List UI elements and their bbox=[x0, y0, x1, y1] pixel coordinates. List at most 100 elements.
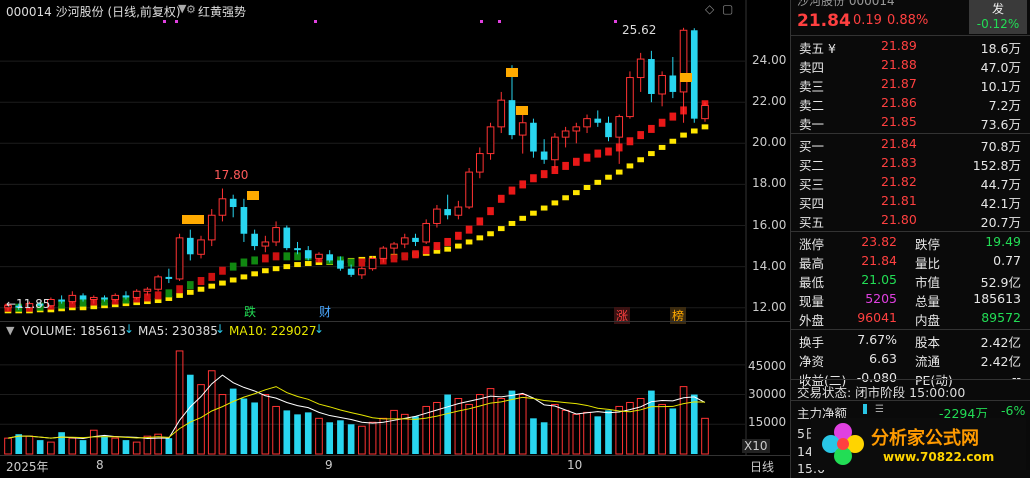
red-indicator-mark bbox=[283, 252, 291, 261]
stat-row: 最低 21.05 市值 52.9亿 bbox=[791, 271, 1030, 290]
chevron-down-icon[interactable]: ▼ bbox=[6, 324, 15, 337]
bid-row[interactable]: 买三 21.82 44.7万 bbox=[791, 173, 1030, 192]
stat-value: 2.42亿 bbox=[980, 335, 1021, 350]
candle-body bbox=[89, 296, 98, 301]
publish-button[interactable]: 发 -0.12% bbox=[969, 0, 1027, 34]
candle-body bbox=[486, 126, 495, 155]
stat-value: 6.63 bbox=[869, 351, 897, 366]
price-axis-tick: 16.00 bbox=[752, 217, 787, 232]
ask-row[interactable]: 卖五 ¥ 21.89 18.6万 bbox=[791, 37, 1030, 56]
stat-label: PE(动) bbox=[915, 373, 953, 388]
volume-bar bbox=[154, 433, 162, 455]
red-indicator-mark bbox=[176, 285, 183, 294]
bid-row[interactable]: 买二 21.83 152.8万 bbox=[791, 154, 1030, 173]
yellow-indicator-mark bbox=[101, 303, 108, 309]
chevron-down-icon[interactable]: ▼ bbox=[178, 2, 187, 15]
event-marker-rank[interactable]: 榜 bbox=[670, 307, 687, 324]
flower-logo bbox=[822, 423, 864, 465]
list-icon[interactable]: ☰ bbox=[875, 404, 884, 415]
candle-body bbox=[36, 303, 44, 306]
period-label[interactable]: 日线 bbox=[750, 460, 775, 474]
candle-body bbox=[101, 297, 108, 300]
watermark-url: www.70822.com bbox=[883, 450, 995, 464]
bid-price: 21.82 bbox=[881, 174, 917, 189]
bid-volume: 70.8万 bbox=[980, 139, 1021, 154]
red-indicator-mark bbox=[465, 225, 473, 234]
yellow-indicator-mark bbox=[572, 190, 580, 196]
candle-body bbox=[679, 29, 688, 93]
ask-price: 21.87 bbox=[881, 76, 917, 91]
red-indicator-mark bbox=[669, 112, 677, 121]
volume-bar bbox=[518, 394, 527, 455]
candle-body bbox=[540, 151, 548, 160]
yellow-indicator-mark bbox=[701, 124, 709, 130]
ask-label: 卖五 ¥ bbox=[799, 41, 836, 56]
bid-label: 买二 bbox=[799, 158, 825, 173]
ma5-value: MA5: 230385 bbox=[138, 324, 218, 338]
yellow-indicator-mark bbox=[615, 169, 623, 175]
x-axis-label: 2025年 bbox=[6, 460, 49, 474]
candle-body bbox=[111, 294, 120, 301]
yellow-indicator-mark bbox=[433, 248, 441, 254]
bid-row[interactable]: 买五 21.80 20.7万 bbox=[791, 211, 1030, 230]
candle-body bbox=[165, 276, 173, 279]
volume-bar bbox=[186, 374, 194, 454]
ask-price: 21.89 bbox=[881, 38, 917, 53]
bid-price: 21.80 bbox=[881, 212, 917, 227]
square-icon[interactable]: ▢ bbox=[722, 2, 734, 16]
volume-bar bbox=[400, 413, 409, 455]
red-indicator-mark bbox=[551, 166, 559, 175]
volume-value: VOLUME: 185613 bbox=[22, 324, 126, 338]
gear-icon[interactable]: ⚙ bbox=[186, 3, 196, 16]
stat-value: 21.84 bbox=[861, 253, 897, 268]
kline-chart-svg[interactable] bbox=[0, 0, 790, 478]
red-indicator-mark bbox=[165, 289, 173, 298]
candle-body bbox=[197, 239, 205, 255]
yellow-indicator-mark bbox=[530, 210, 537, 216]
yellow-indicator-mark bbox=[476, 235, 484, 241]
peak-price-label: 17.80 bbox=[214, 168, 249, 182]
stat-row: 换手 7.67% 股本 2.42亿 bbox=[791, 331, 1030, 350]
ask-row[interactable]: 卖三 21.87 10.1万 bbox=[791, 75, 1030, 94]
ask-row[interactable]: 卖一 21.85 73.6万 bbox=[791, 113, 1030, 132]
signal-dot bbox=[163, 20, 166, 23]
event-marker-rise[interactable]: 涨 bbox=[614, 307, 631, 324]
yellow-indicator-mark bbox=[497, 226, 505, 232]
bid-row[interactable]: 买一 21.84 70.8万 bbox=[791, 135, 1030, 154]
event-marker-finance[interactable]: 财 bbox=[319, 305, 332, 319]
candle-body bbox=[444, 209, 451, 216]
quote-panel: 沙河股份 000014 21.84 0.19 0.88% 发 -0.12% 卖五… bbox=[790, 0, 1030, 478]
event-marker-drop[interactable]: 跌 bbox=[244, 305, 257, 319]
yellow-indicator-mark bbox=[219, 280, 226, 286]
candle-body bbox=[626, 77, 634, 118]
red-indicator-mark bbox=[605, 147, 612, 156]
volume-bar bbox=[379, 417, 388, 455]
yellow-indicator-mark bbox=[262, 268, 269, 274]
yellow-indicator-mark bbox=[240, 274, 248, 280]
diamond-icon[interactable]: ◇ bbox=[705, 2, 715, 16]
candle-body bbox=[143, 288, 152, 292]
volume-bar bbox=[497, 398, 506, 455]
yellow-indicator-mark bbox=[154, 298, 162, 304]
ask-row[interactable]: 卖二 21.86 7.2万 bbox=[791, 94, 1030, 113]
bid-price: 21.81 bbox=[881, 193, 917, 208]
stat-label: 总量 bbox=[915, 294, 941, 309]
stock-title: 000014 沙河股份 (日线,前复权) bbox=[6, 5, 181, 19]
stat-value: 21.05 bbox=[861, 272, 897, 287]
candle-body bbox=[508, 100, 516, 136]
ask-row[interactable]: 卖四 21.88 47.0万 bbox=[791, 56, 1030, 75]
stat-row: 涨停 23.82 跌停 19.49 bbox=[791, 233, 1030, 252]
volume-bar bbox=[58, 432, 65, 454]
price-axis-tick: 20.00 bbox=[752, 135, 787, 150]
stat-row: 最高 21.84 量比 0.77 bbox=[791, 252, 1030, 271]
volume-bar bbox=[690, 394, 698, 454]
indicator-name[interactable]: 红黄强势 bbox=[198, 5, 247, 19]
divider bbox=[791, 379, 1030, 380]
bid-row[interactable]: 买四 21.81 42.1万 bbox=[791, 192, 1030, 211]
pane-divider bbox=[0, 321, 790, 322]
volume-bar bbox=[261, 394, 270, 455]
kline-chart-area[interactable]: 000014 沙河股份 (日线,前复权) ▼ ⚙ 红黄强势 ◇ ▢ 24.00 2… bbox=[0, 0, 790, 478]
ask-volume: 73.6万 bbox=[980, 117, 1021, 132]
ask-volume: 10.1万 bbox=[980, 79, 1021, 94]
candle-body bbox=[240, 207, 248, 234]
